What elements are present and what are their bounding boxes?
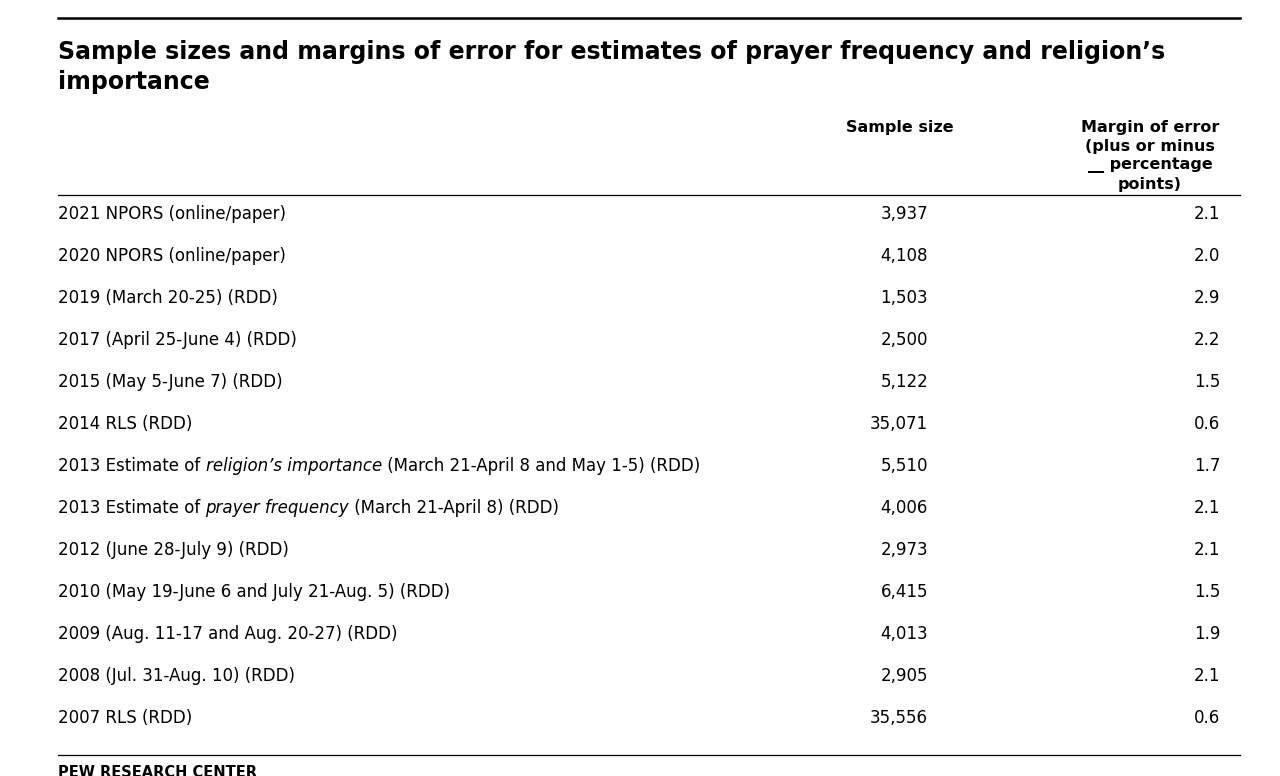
Text: 2014 RLS (RDD): 2014 RLS (RDD) xyxy=(58,415,192,433)
Text: 2.1: 2.1 xyxy=(1193,541,1220,559)
Text: 2017 (April 25-June 4) (RDD): 2017 (April 25-June 4) (RDD) xyxy=(58,331,297,349)
Text: 4,013: 4,013 xyxy=(881,625,928,643)
Text: Margin of error
(plus or minus
__ percentage
points): Margin of error (plus or minus __ percen… xyxy=(1080,120,1219,192)
Text: Sample sizes and margins of error for estimates of prayer frequency and religion: Sample sizes and margins of error for es… xyxy=(58,40,1165,64)
Text: 2010 (May 19-June 6 and July 21-Aug. 5) (RDD): 2010 (May 19-June 6 and July 21-Aug. 5) … xyxy=(58,583,451,601)
Text: 2.1: 2.1 xyxy=(1193,667,1220,685)
Text: 2,973: 2,973 xyxy=(881,541,928,559)
Text: 2007 RLS (RDD): 2007 RLS (RDD) xyxy=(58,709,192,727)
Text: 1.7: 1.7 xyxy=(1194,457,1220,475)
Text: (March 21-April 8) (RDD): (March 21-April 8) (RDD) xyxy=(349,499,559,517)
Text: 35,071: 35,071 xyxy=(870,415,928,433)
Text: 2013 Estimate of: 2013 Estimate of xyxy=(58,499,206,517)
Text: 2.2: 2.2 xyxy=(1193,331,1220,349)
Text: 2012 (June 28-July 9) (RDD): 2012 (June 28-July 9) (RDD) xyxy=(58,541,289,559)
Text: 2.1: 2.1 xyxy=(1193,499,1220,517)
Text: 3,937: 3,937 xyxy=(881,205,928,223)
Text: 6,415: 6,415 xyxy=(881,583,928,601)
Text: 2.9: 2.9 xyxy=(1194,289,1220,307)
Text: prayer frequency: prayer frequency xyxy=(206,499,349,517)
Text: 1.5: 1.5 xyxy=(1194,583,1220,601)
Text: 35,556: 35,556 xyxy=(870,709,928,727)
Text: 2,500: 2,500 xyxy=(881,331,928,349)
Text: 2.1: 2.1 xyxy=(1193,205,1220,223)
Text: 2013 Estimate of: 2013 Estimate of xyxy=(58,457,206,475)
Text: importance: importance xyxy=(58,70,210,94)
Text: 1.5: 1.5 xyxy=(1194,373,1220,391)
Text: 4,006: 4,006 xyxy=(881,499,928,517)
Text: 2,905: 2,905 xyxy=(881,667,928,685)
Text: Sample size: Sample size xyxy=(846,120,954,135)
Text: 5,122: 5,122 xyxy=(881,373,928,391)
Text: 0.6: 0.6 xyxy=(1194,709,1220,727)
Text: 2008 (Jul. 31-Aug. 10) (RDD): 2008 (Jul. 31-Aug. 10) (RDD) xyxy=(58,667,294,685)
Text: 2019 (March 20-25) (RDD): 2019 (March 20-25) (RDD) xyxy=(58,289,278,307)
Text: 2020 NPORS (online/paper): 2020 NPORS (online/paper) xyxy=(58,247,285,265)
Text: 0.6: 0.6 xyxy=(1194,415,1220,433)
Text: 5,510: 5,510 xyxy=(881,457,928,475)
Text: religion’s importance: religion’s importance xyxy=(206,457,381,475)
Text: 1.9: 1.9 xyxy=(1194,625,1220,643)
Text: 2009 (Aug. 11-17 and Aug. 20-27) (RDD): 2009 (Aug. 11-17 and Aug. 20-27) (RDD) xyxy=(58,625,398,643)
Text: 1,503: 1,503 xyxy=(881,289,928,307)
Text: 4,108: 4,108 xyxy=(881,247,928,265)
Text: 2015 (May 5-June 7) (RDD): 2015 (May 5-June 7) (RDD) xyxy=(58,373,283,391)
Text: PEW RESEARCH CENTER: PEW RESEARCH CENTER xyxy=(58,765,257,776)
Text: 2021 NPORS (online/paper): 2021 NPORS (online/paper) xyxy=(58,205,285,223)
Text: 2.0: 2.0 xyxy=(1194,247,1220,265)
Text: (March 21-April 8 and May 1-5) (RDD): (March 21-April 8 and May 1-5) (RDD) xyxy=(381,457,700,475)
